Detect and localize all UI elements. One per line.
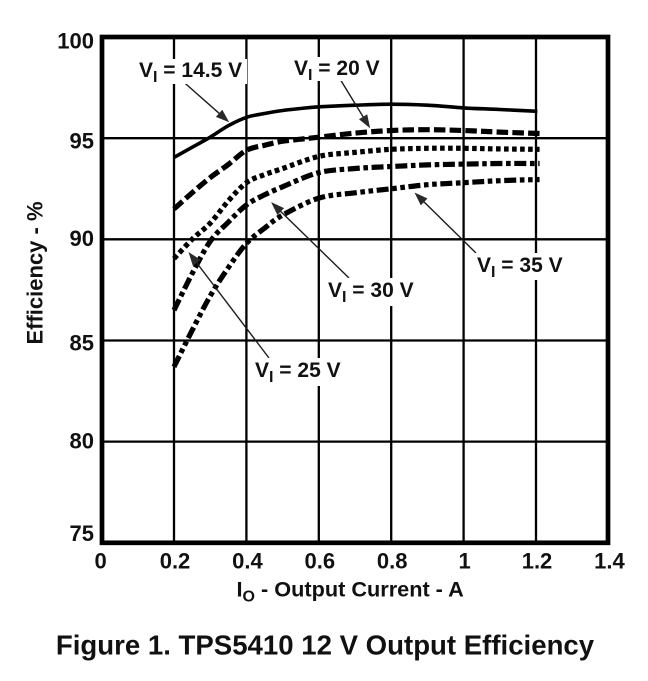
svg-text:1.2: 1.2 (522, 549, 553, 574)
svg-text:0.6: 0.6 (305, 549, 336, 574)
svg-text:VI = 20 V: VI = 20 V (294, 57, 380, 84)
svg-text:0.2: 0.2 (160, 549, 191, 574)
svg-text:0.8: 0.8 (377, 549, 408, 574)
svg-text:IO - Output Current - A: IO - Output Current - A (237, 577, 465, 606)
svg-text:VI = 35 V: VI = 35 V (477, 254, 563, 281)
svg-text:95: 95 (70, 129, 94, 154)
svg-text:75: 75 (70, 521, 94, 546)
svg-text:Efficiency - %: Efficiency - % (23, 201, 48, 344)
svg-text:1.4: 1.4 (594, 549, 625, 574)
svg-text:0: 0 (94, 549, 106, 574)
svg-text:VI = 25 V: VI = 25 V (255, 359, 341, 386)
svg-text:VI = 30 V: VI = 30 V (328, 279, 414, 306)
svg-text:85: 85 (70, 331, 94, 356)
svg-text:1: 1 (458, 549, 470, 574)
svg-text:0.4: 0.4 (232, 549, 263, 574)
svg-text:80: 80 (70, 429, 94, 454)
svg-text:90: 90 (70, 226, 94, 251)
svg-text:100: 100 (57, 29, 94, 54)
svg-text:Figure 1. TPS5410 12 V Output: Figure 1. TPS5410 12 V Output Efficiency (56, 630, 595, 661)
